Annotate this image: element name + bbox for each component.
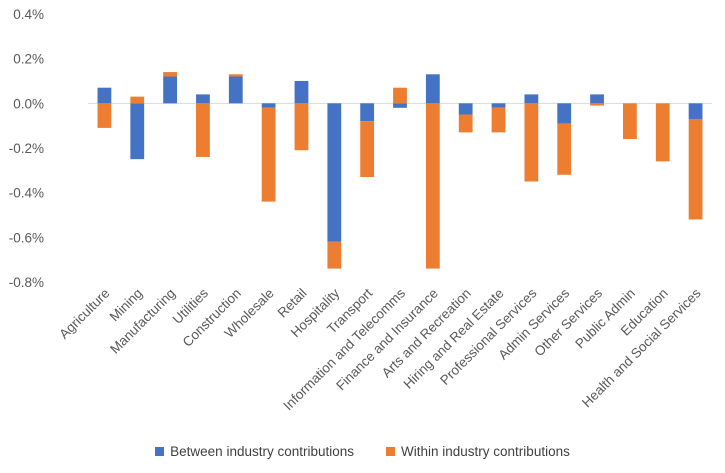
bar-between — [130, 103, 145, 160]
legend: Between industry contributions Within in… — [0, 444, 725, 459]
bar-between — [491, 103, 506, 108]
legend-item-between: Between industry contributions — [155, 444, 354, 459]
legend-swatch-within — [386, 447, 396, 456]
bar-within — [360, 121, 375, 178]
bar-within — [327, 241, 342, 269]
bar-within — [196, 103, 210, 157]
y-tick-label: -0.8% — [9, 275, 44, 290]
bar-between — [688, 103, 703, 119]
bar-between — [163, 76, 178, 104]
bar-within — [425, 103, 440, 269]
y-tick-label: -0.4% — [9, 186, 44, 201]
bar-within — [458, 114, 473, 133]
legend-label-within: Within industry contributions — [401, 444, 570, 459]
bar-within — [622, 103, 637, 140]
y-tick-label: 0.4% — [13, 7, 44, 22]
x-axis: AgricultureMiningManufacturingUtilitiesC… — [56, 285, 704, 413]
chart: 0.4% 0.2% 0.0% -0.2% -0.4% -0.6% -0.8% Agricul… — [9, 7, 712, 413]
bar-between — [196, 94, 210, 104]
bar-within — [261, 107, 276, 202]
y-axis: 0.4% 0.2% 0.0% -0.2% -0.4% -0.6% -0.8% — [9, 7, 44, 290]
bar-between — [360, 103, 375, 122]
bar-within — [97, 103, 112, 128]
bar-within — [655, 103, 670, 162]
bar-between — [425, 74, 440, 104]
y-tick-label: 0.0% — [13, 96, 44, 111]
bar-within — [557, 123, 572, 175]
bar-within — [590, 103, 604, 106]
bar-within — [491, 107, 506, 133]
bar-between — [590, 94, 604, 104]
bar-between — [228, 76, 243, 104]
bar-within — [228, 74, 243, 77]
bar-between — [524, 94, 539, 104]
bar-within — [524, 103, 539, 182]
y-tick-label: -0.2% — [9, 141, 44, 156]
legend-label-between: Between industry contributions — [170, 444, 355, 459]
bar-within — [163, 72, 178, 77]
y-tick-label: 0.2% — [13, 52, 44, 67]
bar-within — [130, 96, 145, 104]
bars — [97, 72, 703, 269]
bar-between — [458, 103, 473, 115]
legend-swatch-between — [155, 447, 165, 456]
x-tick-label: Agriculture — [56, 286, 112, 342]
bar-between — [97, 87, 112, 104]
bar-within — [393, 87, 407, 104]
bar-between — [393, 103, 407, 108]
bar-between — [261, 103, 276, 108]
y-tick-label: -0.6% — [9, 230, 44, 245]
bar-within — [294, 103, 309, 151]
bar-between — [294, 81, 309, 104]
legend-item-within: Within industry contributions — [386, 444, 570, 459]
bar-between — [557, 103, 572, 124]
bar-between — [327, 103, 342, 242]
bar-within — [688, 118, 703, 220]
